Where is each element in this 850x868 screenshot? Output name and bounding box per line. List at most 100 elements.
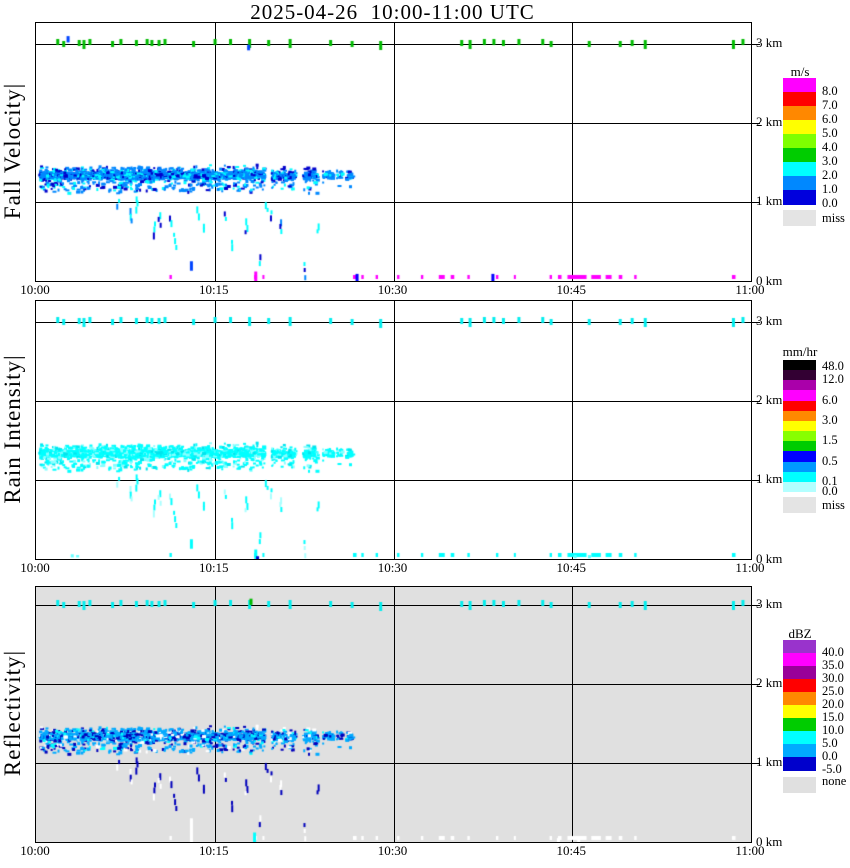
legend-band — [783, 441, 816, 452]
legend-band — [783, 162, 816, 177]
legend-band — [783, 134, 816, 149]
y-tick-label: 0 km — [756, 273, 783, 288]
panel-axis-label-fall-velocity: Fall Velocity| — [0, 82, 25, 220]
legend-band — [783, 718, 816, 732]
legend-band — [783, 461, 816, 473]
legend-band — [783, 410, 816, 422]
x-tick-label: 10:30 — [377, 843, 408, 858]
panel-plot-fall-velocity — [35, 22, 760, 282]
legend-value-label: 25.0 — [822, 684, 844, 698]
panel-plot-rain-intensity — [35, 300, 760, 560]
y-tick-label: 2 km — [756, 675, 783, 690]
legend-band — [783, 400, 816, 412]
legend-value-label: 12.0 — [822, 372, 844, 387]
legend-value-label: 6.0 — [822, 112, 838, 126]
legend-band — [783, 481, 816, 493]
legend-band — [783, 451, 816, 462]
legend-value-label: -5.0 — [822, 762, 842, 776]
legend-band — [783, 692, 816, 706]
y-tick-label: 0 km — [756, 834, 783, 849]
legend-missing-label: miss — [822, 211, 845, 225]
x-tick-label: 10:45 — [556, 843, 587, 858]
legend-band — [783, 744, 816, 758]
legend-band — [783, 120, 816, 135]
legend-value-label: 3.0 — [822, 154, 838, 168]
legend-band — [783, 471, 816, 483]
legend-band — [783, 420, 816, 432]
legend-value-label: 0.1 — [822, 473, 838, 488]
legend-value-label: 3.0 — [822, 412, 838, 427]
x-tick-label: 11:00 — [735, 560, 765, 575]
legend-value-label: 8.0 — [822, 84, 838, 98]
chart-title: 2025-04-26 10:00-11:00 UTC — [250, 0, 535, 24]
legend-value-label: 0.0 — [822, 483, 838, 498]
x-tick-label: 10:00 — [20, 843, 50, 858]
legend-value-label: 10.0 — [822, 723, 844, 737]
legend-band — [783, 148, 816, 163]
legend-band — [783, 176, 816, 191]
y-tick-label: 1 km — [756, 193, 783, 208]
legend-band — [783, 679, 816, 693]
legend-band — [783, 380, 816, 391]
legend-missing-label: miss — [822, 498, 845, 512]
legend-title-reflectivity: dBZ — [788, 626, 812, 641]
legend-value-label: 15.0 — [822, 710, 844, 724]
panel-plot-reflectivity — [35, 586, 760, 843]
legend-missing-swatch — [783, 210, 816, 226]
legend-value-label: 30.0 — [822, 671, 844, 685]
legend-band — [783, 370, 816, 381]
y-tick-label: 2 km — [756, 114, 783, 129]
legend-band — [783, 106, 816, 121]
y-tick-label: 3 km — [756, 596, 783, 611]
legend-value-label: 20.0 — [822, 697, 844, 711]
x-tick-label: 11:00 — [735, 282, 765, 297]
x-tick-label: 10:00 — [20, 282, 50, 297]
legend-value-label: 35.0 — [822, 658, 844, 672]
legend-band — [783, 92, 816, 107]
legend-band — [783, 653, 816, 667]
legend-value-label: 5.0 — [822, 126, 838, 140]
legend-missing-label: none — [822, 774, 847, 788]
legend-value-label: 40.0 — [822, 645, 844, 659]
legend-band — [783, 757, 816, 771]
legend-missing-swatch — [783, 497, 816, 513]
panel-axis-label-reflectivity: Reflectivity| — [0, 649, 25, 777]
panel-data-canvas-fall-velocity — [36, 23, 751, 281]
x-tick-label: 10:15 — [198, 843, 229, 858]
y-tick-label: 2 km — [756, 392, 783, 407]
x-tick-label: 10:15 — [198, 282, 229, 297]
legend-band — [783, 731, 816, 745]
legend-title-rain-intensity: mm/hr — [782, 344, 818, 359]
legend-value-label: 0.0 — [822, 196, 838, 210]
legend-missing-swatch — [783, 777, 816, 793]
y-tick-label: 1 km — [756, 754, 783, 769]
x-tick-label: 11:00 — [735, 843, 765, 858]
legend-value-label: 0.5 — [822, 453, 838, 468]
legend-band — [783, 360, 816, 371]
legend-value-label: 5.0 — [822, 736, 838, 750]
legend-value-label: 1.0 — [822, 182, 838, 196]
y-tick-label: 3 km — [756, 313, 783, 328]
x-tick-label: 10:30 — [377, 560, 408, 575]
legend-value-label: 0.0 — [822, 749, 838, 763]
panel-axis-label-rain-intensity: Rain Intensity| — [0, 354, 25, 504]
y-tick-label: 1 km — [756, 471, 783, 486]
x-tick-label: 10:45 — [556, 560, 587, 575]
panel-data-canvas-rain-intensity — [36, 301, 751, 559]
legend-band — [783, 431, 816, 442]
panel-data-canvas-reflectivity — [36, 587, 751, 842]
y-tick-label: 0 km — [756, 551, 783, 566]
legend-value-label: 2.0 — [822, 168, 838, 182]
x-tick-label: 10:45 — [556, 282, 587, 297]
legend-value-label: 6.0 — [822, 392, 838, 407]
x-tick-label: 10:00 — [20, 560, 50, 575]
legend-band — [783, 640, 816, 654]
legend-value-label: 1.5 — [822, 433, 838, 448]
legend-band — [783, 190, 816, 205]
legend-value-label: 7.0 — [822, 98, 838, 112]
legend-band — [783, 390, 816, 402]
legend-band — [783, 78, 816, 93]
legend-value-label: 48.0 — [822, 359, 844, 374]
x-tick-label: 10:30 — [377, 282, 408, 297]
